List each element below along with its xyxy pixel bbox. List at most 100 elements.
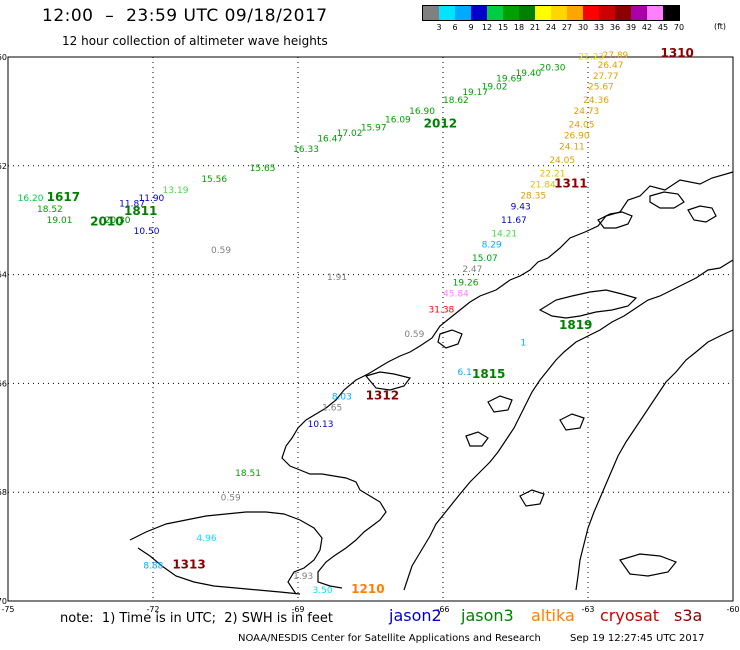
- wave-height-label: 25.67: [588, 83, 614, 93]
- wave-height-label: 15.65: [250, 164, 276, 174]
- legend-swatch: [503, 6, 519, 20]
- pass-time-label: 1819: [559, 318, 592, 332]
- coastline: [487, 395, 513, 413]
- legend-label: 21: [529, 23, 541, 32]
- wave-height-label: 20.30: [540, 64, 566, 74]
- footer-note: note: 1) Time is in UTC; 2) SWH is in fe…: [60, 611, 333, 626]
- wave-height-label: 19.01: [47, 216, 73, 226]
- lon-tick-label: -72: [146, 605, 159, 614]
- coastline: [649, 191, 685, 209]
- legend-swatch: [599, 6, 615, 20]
- legend-swatch: [487, 6, 503, 20]
- lat-tick-label: -70: [0, 597, 7, 606]
- color-scale-labels: 3 6 9 12 15 18 21 24 27 30 33 36 39 42 45 70: [422, 23, 684, 35]
- wave-height-label: 26.90: [564, 132, 590, 142]
- legend-swatch: [439, 6, 455, 20]
- satellite-label-s3a: s3a: [674, 606, 703, 625]
- legend-label: 36: [609, 23, 621, 32]
- satellite-label-jason2: jason2: [389, 606, 442, 625]
- legend-swatch: [615, 6, 631, 20]
- legend-swatch: [631, 6, 647, 20]
- wave-height-label: 16.09: [385, 115, 411, 125]
- wave-height-label: 2.47: [462, 265, 482, 275]
- pass-time-label: 1310: [661, 46, 694, 60]
- wave-height-label: 24.11: [559, 142, 585, 152]
- coastline: [559, 413, 585, 431]
- wave-height-label: 15.07: [472, 254, 498, 264]
- coastline: [519, 489, 545, 507]
- legend-label: 3: [436, 23, 442, 32]
- wave-height-label: 8.03: [332, 393, 352, 403]
- lon-tick-label: -60: [726, 605, 739, 614]
- wave-height-label: 27.77: [593, 72, 619, 82]
- wave-height-label: 28.35: [520, 191, 546, 201]
- legend-label: 39: [625, 23, 637, 32]
- wave-height-label: 16.90: [409, 107, 435, 117]
- map-frame: [7, 56, 734, 602]
- coastline: [129, 511, 323, 595]
- coastline: [575, 329, 734, 591]
- wave-height-label: 16.20: [18, 194, 44, 204]
- color-scale-legend: 3 6 9 12 15 18 21 24 27 30 33 36 39 42 45 70 (ft): [422, 5, 726, 35]
- legend-swatch: [647, 6, 663, 20]
- wave-height-label: 19.17: [462, 88, 488, 98]
- wave-height-label: 1.91: [327, 273, 347, 283]
- wave-height-label: 19.40: [516, 69, 542, 79]
- wave-height-label: 11.87: [119, 200, 145, 210]
- wave-height-label: 10.13: [308, 420, 334, 430]
- wave-height-label: 18.52: [37, 205, 63, 215]
- color-scale-bar: [422, 5, 680, 21]
- wave-height-label: 31.38: [429, 306, 455, 316]
- wave-height-label: 26.47: [598, 61, 624, 71]
- pass-time-label: 1312: [366, 389, 399, 403]
- satellite-label-cryosat: cryosat: [600, 606, 660, 625]
- wave-height-label: 19.02: [482, 83, 508, 93]
- legend-label: 30: [577, 23, 589, 32]
- wave-height-label: 18.62: [443, 96, 469, 106]
- wave-height-label: 15.97: [361, 123, 387, 133]
- wave-height-label: 1.93: [293, 572, 313, 582]
- legend-swatch: [535, 6, 551, 20]
- wave-height-label: 16.47: [317, 134, 343, 144]
- pass-time-label: 1811: [124, 204, 157, 218]
- wave-height-label: 24.05: [569, 121, 595, 131]
- lat-tick-label: -66: [0, 379, 7, 388]
- wave-height-label: 0.59: [221, 493, 241, 503]
- wave-height-label: 16.33: [293, 145, 319, 155]
- wave-height-label: 1.65: [322, 404, 342, 414]
- wave-height-label: 8.88: [143, 561, 163, 571]
- coastline: [364, 371, 412, 391]
- pass-time-label: 1313: [172, 557, 205, 571]
- legend-label: 15: [497, 23, 509, 32]
- wave-height-label: 9.43: [511, 202, 531, 212]
- generated-timestamp: Sep 19 12:27:45 UTC 2017: [570, 633, 705, 644]
- legend-label: 9: [468, 23, 474, 32]
- wave-height-label: 11.90: [139, 194, 165, 204]
- wave-height-label: 24.73: [574, 107, 600, 117]
- legend-swatch: [471, 6, 487, 20]
- wave-height-label: 21.23: [578, 53, 604, 63]
- wave-height-label: 45.84: [443, 289, 469, 299]
- wave-height-label: 15.56: [201, 175, 227, 185]
- wave-height-label: 13.19: [163, 186, 189, 196]
- lat-tick-label: -62: [0, 162, 7, 171]
- lon-tick-label: -63: [581, 605, 594, 614]
- legend-swatch: [551, 6, 567, 20]
- wave-height-label: 0.59: [211, 246, 231, 256]
- wave-height-label: 21.84: [530, 181, 556, 191]
- pass-time-label: 2010: [90, 215, 123, 229]
- credit-line: NOAA/NESDIS Center for Satellite Applica…: [238, 633, 541, 644]
- legend-label: 27: [561, 23, 573, 32]
- pass-time-label: 2012: [424, 117, 457, 131]
- legend-label: 33: [593, 23, 605, 32]
- wave-height-label: 17.02: [337, 129, 363, 139]
- wave-height-label: 0.59: [404, 330, 424, 340]
- legend-label: 45: [657, 23, 669, 32]
- legend-label: 6: [452, 23, 458, 32]
- page-subtitle: 12 hour collection of altimeter wave hei…: [62, 34, 328, 48]
- lon-tick-label: -69: [291, 605, 304, 614]
- lat-tick-label: -68: [0, 488, 7, 497]
- pass-time-label: 1815: [472, 367, 505, 381]
